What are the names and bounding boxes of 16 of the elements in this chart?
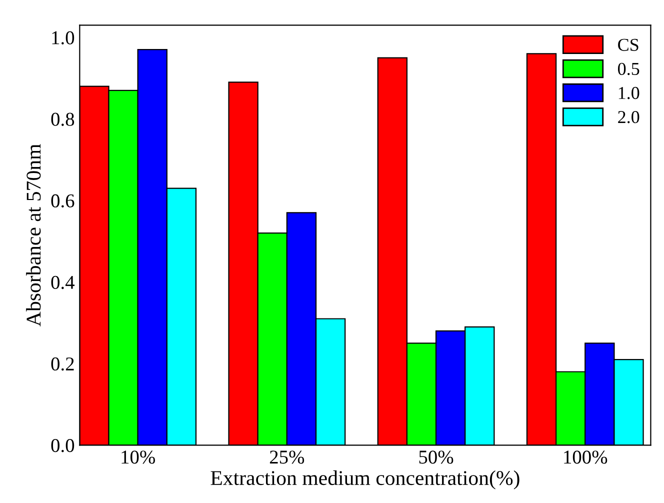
- legend-label: 1.0: [618, 86, 640, 100]
- y-tick-label: 0.6: [51, 194, 74, 208]
- x-axis-title: Extraction medium concentration(%): [210, 470, 520, 490]
- y-tick-label: 0.4: [51, 276, 75, 290]
- y-tick-label: 0.2: [51, 357, 74, 371]
- legend-label: CS: [618, 38, 638, 51]
- x-tick-label: 100%: [564, 450, 608, 464]
- y-axis-title: Absorbance at 570nm: [26, 144, 41, 326]
- legend-label: 0.5: [618, 62, 640, 76]
- y-tick-label: 0.0: [51, 438, 74, 452]
- x-tick-label: 10%: [122, 450, 155, 464]
- y-tick-label: 1.0: [52, 31, 74, 44]
- legend-label: 2.0: [618, 110, 640, 124]
- y-tick-label: 0.8: [51, 112, 74, 126]
- x-tick-label: 50%: [419, 450, 454, 464]
- x-tick-label: 25%: [270, 450, 304, 464]
